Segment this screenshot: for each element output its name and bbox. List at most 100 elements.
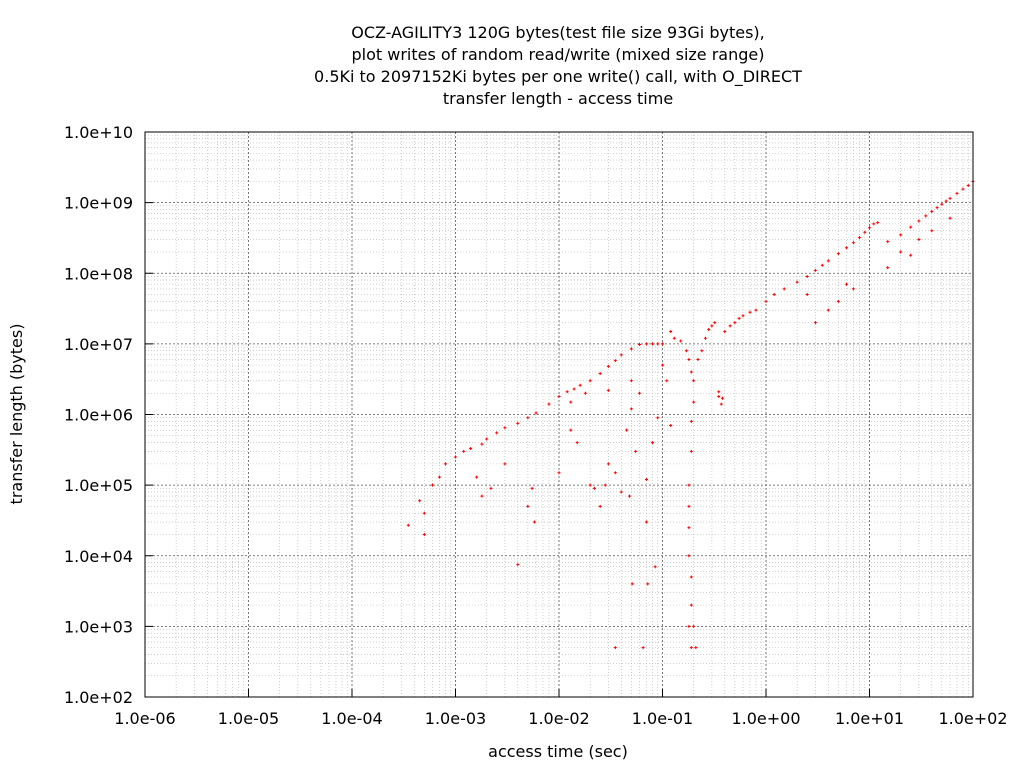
- data-point: [917, 219, 921, 223]
- data-point: [700, 349, 704, 353]
- data-point: [406, 523, 410, 527]
- title-line-3: 0.5Ki to 2097152Ki bytes per one write()…: [314, 67, 802, 87]
- data-point: [687, 554, 691, 558]
- data-point: [689, 419, 693, 423]
- data-point: [485, 437, 489, 441]
- data-point: [644, 342, 648, 346]
- data-point: [845, 282, 849, 286]
- data-point: [565, 390, 569, 394]
- data-points: [406, 179, 975, 650]
- data-point: [713, 321, 717, 325]
- data-point: [588, 483, 592, 487]
- data-point: [754, 308, 758, 312]
- x-tick-label: 1.0e-06: [114, 709, 175, 728]
- data-point: [868, 226, 871, 230]
- data-point: [857, 236, 861, 240]
- data-point: [598, 372, 602, 376]
- data-point: [592, 486, 596, 490]
- data-point: [503, 462, 507, 466]
- data-point: [516, 563, 520, 567]
- data-point: [689, 370, 693, 374]
- data-point: [692, 624, 696, 628]
- x-axis-label: access time (sec): [488, 742, 628, 761]
- data-point: [630, 582, 634, 586]
- data-point: [679, 339, 683, 343]
- data-point: [588, 379, 592, 383]
- data-point: [431, 483, 435, 487]
- x-tick-label: 1.0e+02: [938, 709, 1007, 728]
- data-point: [489, 486, 493, 490]
- data-point: [619, 353, 623, 357]
- data-point: [795, 280, 799, 284]
- data-point: [644, 478, 648, 482]
- data-point: [650, 441, 654, 445]
- data-point: [628, 494, 632, 498]
- data-point: [948, 196, 952, 200]
- data-point: [443, 462, 447, 466]
- data-point: [669, 329, 673, 333]
- data-point: [469, 447, 473, 451]
- data-point: [772, 293, 776, 297]
- y-axis-label: transfer length (bytes): [7, 324, 26, 505]
- title-line-2: plot writes of random read/write (mixed …: [352, 45, 765, 64]
- data-point: [719, 402, 723, 406]
- data-point: [723, 329, 727, 333]
- data-point: [661, 363, 664, 367]
- data-point: [653, 565, 657, 569]
- y-axis-ticks: 1.0e+02 1.0e+03 1.0e+04 1.0e+05 1.0e+06 1.0e+…: [64, 123, 153, 707]
- data-point: [948, 216, 952, 220]
- data-point: [851, 287, 855, 291]
- data-point: [629, 347, 633, 351]
- data-point: [689, 603, 693, 607]
- data-point: [733, 321, 737, 325]
- data-point: [629, 407, 633, 411]
- data-point: [924, 214, 928, 218]
- data-point: [634, 449, 638, 453]
- data-point: [886, 240, 890, 244]
- data-point: [710, 324, 714, 328]
- y-tick-label: 1.0e+09: [64, 194, 133, 213]
- data-point: [955, 191, 959, 195]
- data-point: [629, 379, 633, 383]
- data-point: [930, 229, 934, 233]
- data-point: [495, 431, 499, 435]
- data-point: [480, 494, 484, 498]
- data-point: [526, 504, 530, 508]
- data-point: [692, 379, 696, 383]
- data-point: [961, 187, 965, 191]
- data-point: [966, 183, 970, 187]
- x-tick-label: 1.0e-05: [218, 709, 279, 728]
- data-point: [646, 582, 650, 586]
- data-point: [703, 336, 707, 340]
- data-point: [689, 575, 693, 579]
- data-point: [909, 253, 913, 257]
- x-tick-label: 1.0e+01: [835, 709, 904, 728]
- y-tick-label: 1.0e+06: [64, 406, 133, 425]
- data-point: [598, 504, 602, 508]
- data-point: [606, 388, 610, 392]
- data-point: [728, 324, 732, 328]
- y-tick-label: 1.0e+02: [64, 688, 133, 707]
- data-point: [917, 238, 921, 242]
- y-tick-label: 1.0e+07: [64, 335, 133, 354]
- data-point: [503, 426, 507, 430]
- x-tick-label: 1.0e-02: [528, 709, 589, 728]
- data-point: [886, 266, 890, 270]
- data-point: [820, 263, 824, 267]
- data-point: [603, 483, 607, 487]
- data-point: [475, 475, 479, 479]
- data-point: [533, 520, 537, 524]
- y-tick-label: 1.0e+10: [64, 123, 133, 142]
- data-point: [899, 233, 903, 237]
- data-point: [930, 209, 934, 213]
- data-point: [805, 293, 809, 297]
- title-line-4: transfer length - access time: [443, 89, 673, 108]
- data-point: [741, 314, 745, 318]
- data-point: [534, 411, 538, 415]
- data-point: [836, 252, 840, 256]
- data-point: [665, 379, 669, 383]
- data-point: [687, 483, 691, 487]
- data-point: [583, 391, 587, 395]
- data-point: [717, 394, 721, 398]
- data-point: [863, 230, 867, 234]
